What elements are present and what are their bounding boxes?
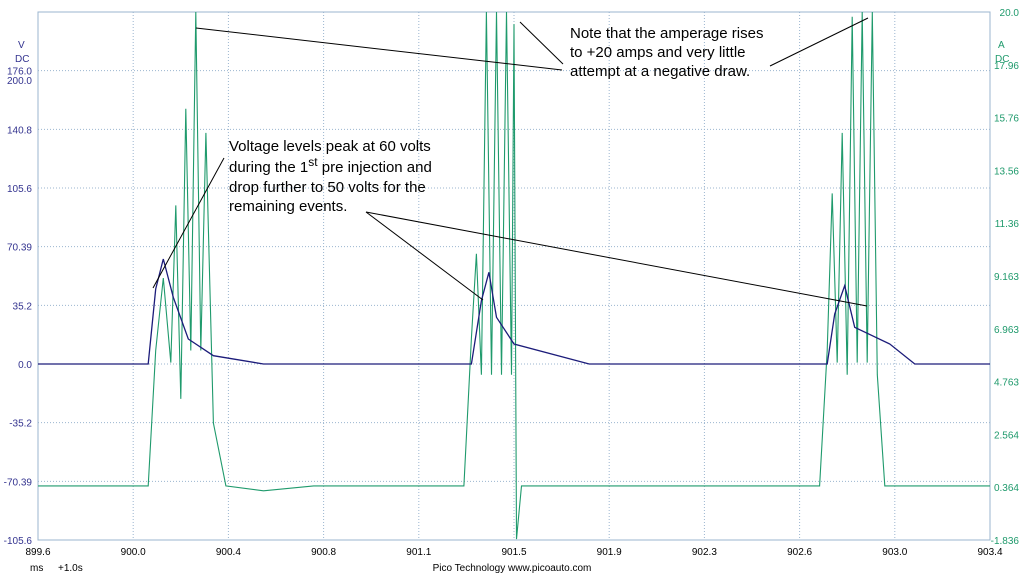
x-tick-label: 899.6 <box>25 547 50 558</box>
x-tick-label: 901.1 <box>406 547 431 558</box>
right-tick-label: -1.836 <box>991 536 1020 547</box>
right-tick-label: 0.364 <box>994 483 1019 494</box>
right-tick-label: 20.0 <box>1000 8 1020 19</box>
right-axis-ticks: 20.0 17.96 15.76 13.56 11.36 9.163 6.963 4.763 2… <box>991 8 1020 547</box>
annotation-voltage-line-2: during the 1st pre injection and <box>229 155 432 176</box>
right-tick-label: 9.163 <box>994 272 1019 283</box>
annotation-leaders <box>152 17 869 307</box>
left-tick-label: 105.6 <box>7 184 32 195</box>
leader-line-amps-2 <box>519 21 564 65</box>
left-tick-label: 0.0 <box>18 360 32 371</box>
right-axis-unit-dc: DC <box>995 54 1009 65</box>
x-tick-label: 903.0 <box>882 547 907 558</box>
voltage-trace <box>38 258 990 365</box>
footer-credit: Pico Technology www.picoauto.com <box>433 563 592 574</box>
x-tick-label: 903.4 <box>977 547 1002 558</box>
x-tick-label: 900.8 <box>311 547 336 558</box>
left-axis-unit-v: V <box>18 40 25 51</box>
right-axis-unit-a: A <box>998 40 1005 51</box>
x-axis-ticks: 899.6 900.0 900.4 900.8 901.1 901.5 901.9 902.3… <box>25 547 1002 558</box>
left-tick-label: 176.0 <box>7 67 32 78</box>
left-tick-label: -35.2 <box>9 419 32 430</box>
right-tick-label: 11.36 <box>995 219 1020 230</box>
left-tick-label: 35.2 <box>13 301 33 312</box>
leader-line-amps-1 <box>195 27 563 71</box>
left-tick-label: 140.8 <box>7 125 32 136</box>
annotation-voltage-superscript: st <box>308 155 318 169</box>
right-tick-label: 4.763 <box>994 378 1019 389</box>
leader-line-volts-1 <box>152 157 225 289</box>
left-tick-label: -105.6 <box>4 536 33 547</box>
annotation-voltage-line-1: Voltage levels peak at 60 volts <box>229 138 431 155</box>
annotation-voltage-line-4: remaining events. <box>229 198 347 215</box>
right-tick-label: 17.96 <box>994 61 1019 72</box>
annotation-voltage-line-2b: pre injection and <box>318 159 432 176</box>
right-tick-label: 2.564 <box>994 430 1019 441</box>
left-axis-unit-dc: DC <box>15 54 29 65</box>
left-tick-label: -70.39 <box>4 477 33 488</box>
x-tick-label: 900.4 <box>216 547 241 558</box>
grid-lines <box>37 11 991 541</box>
right-tick-label: 6.963 <box>994 325 1019 336</box>
footer-scale: +1.0s <box>58 563 83 574</box>
annotation-amperage-line-2: to +20 amps and very little <box>570 44 746 61</box>
leader-line-amps-3 <box>769 17 869 67</box>
annotation-voltage-line-2a: during the 1 <box>229 159 308 176</box>
footer-units: ms <box>30 563 43 574</box>
right-tick-label: 13.56 <box>994 166 1019 177</box>
current-trace <box>38 11 990 540</box>
x-tick-label: 902.3 <box>692 547 717 558</box>
x-tick-label: 901.9 <box>597 547 622 558</box>
annotation-amperage-line-1: Note that the amperage rises <box>570 25 763 42</box>
leader-line-volts-2 <box>365 211 484 301</box>
annotation-amperage-line-3: attempt at a negative draw. <box>570 63 750 80</box>
left-tick-label: 200.0 <box>7 76 32 87</box>
annotation-amperage: Note that the amperage rises to +20 amps… <box>570 25 763 80</box>
leader-line-volts-3 <box>365 211 868 307</box>
annotation-voltage-line-3: drop further to 50 volts for the <box>229 179 426 196</box>
x-tick-label: 900.0 <box>121 547 146 558</box>
annotation-voltage: Voltage levels peak at 60 volts during t… <box>229 138 432 215</box>
right-tick-label: 15.76 <box>994 114 1019 125</box>
left-tick-label: 70.39 <box>7 243 32 254</box>
x-tick-label: 901.5 <box>501 547 526 558</box>
x-tick-label: 902.6 <box>787 547 812 558</box>
